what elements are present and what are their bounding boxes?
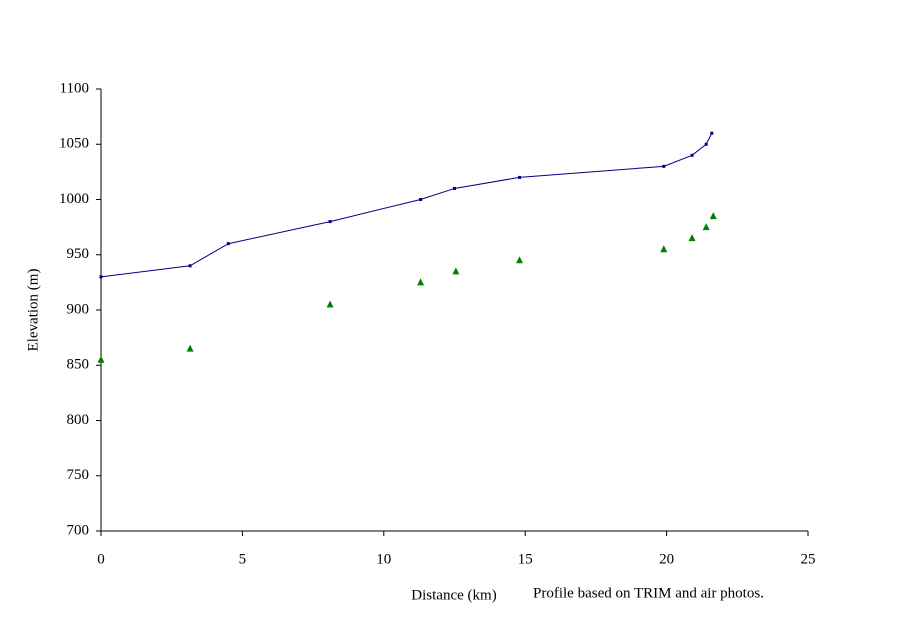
x-tick-label: 20 bbox=[659, 551, 674, 567]
line-marker bbox=[188, 264, 192, 268]
y-tick-label: 750 bbox=[67, 467, 90, 483]
triangle-marker bbox=[326, 300, 334, 308]
line-marker bbox=[328, 220, 332, 224]
x-axis-label: Distance (km) bbox=[411, 587, 496, 603]
line-marker bbox=[419, 198, 423, 201]
triangle-marker bbox=[709, 212, 717, 220]
triangle-marker bbox=[452, 267, 460, 275]
line-marker bbox=[690, 153, 694, 157]
line-marker bbox=[453, 186, 456, 190]
y-tick-label: 700 bbox=[67, 522, 90, 538]
line-marker bbox=[99, 275, 103, 279]
triangle-marker bbox=[97, 355, 105, 363]
triangle-marker bbox=[660, 245, 668, 253]
y-tick-label: 900 bbox=[67, 301, 90, 317]
y-tick-label: 950 bbox=[67, 246, 90, 262]
line-marker bbox=[704, 142, 708, 146]
x-tick-label: 15 bbox=[518, 551, 533, 567]
x-tick-label: 10 bbox=[376, 551, 391, 567]
y-tick-label: 800 bbox=[67, 412, 90, 428]
triangle-marker bbox=[688, 234, 696, 242]
x-tick-label: 5 bbox=[239, 551, 247, 567]
triangle-marker bbox=[702, 223, 710, 231]
triangle-marker bbox=[516, 256, 524, 264]
y-tick-label: 1000 bbox=[59, 191, 89, 207]
y-tick-label: 850 bbox=[67, 357, 90, 373]
line-marker bbox=[710, 131, 714, 135]
line-marker bbox=[226, 242, 230, 246]
x-tick-label: 0 bbox=[97, 551, 105, 567]
y-axis-label: Elevation (m) bbox=[25, 269, 41, 352]
line-series bbox=[100, 132, 713, 278]
line-marker bbox=[518, 175, 522, 179]
annotation: Profile based on TRIM and air photos. bbox=[533, 585, 764, 601]
x-tick-label: 25 bbox=[801, 551, 816, 567]
y-tick-label: 1100 bbox=[60, 80, 89, 96]
y-tick-label: 1050 bbox=[59, 136, 89, 152]
triangle-marker bbox=[186, 344, 194, 352]
triangle-marker bbox=[417, 278, 425, 286]
line-marker bbox=[662, 164, 666, 168]
